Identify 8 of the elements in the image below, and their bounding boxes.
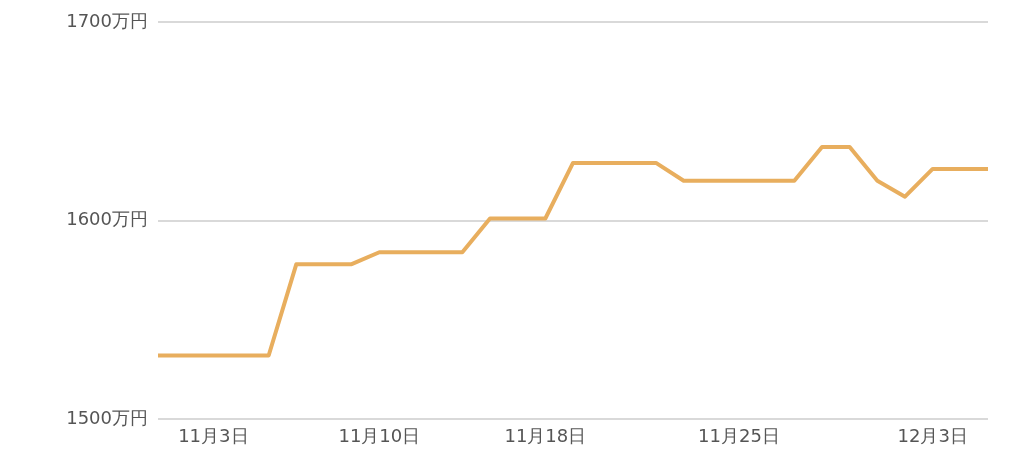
x-tick-label: 11月18日	[504, 425, 587, 447]
y-tick-label: 1500万円	[66, 406, 148, 428]
y-tick-label: 1700万円	[66, 9, 148, 31]
x-tick-label: 11月25日	[698, 425, 780, 447]
x-tick-label: 11月3日	[178, 425, 249, 447]
x-tick-label: 11月10日	[338, 425, 421, 447]
x-tick-label: 12月3日	[897, 425, 968, 447]
y-tick-label: 1600万円	[66, 208, 148, 230]
